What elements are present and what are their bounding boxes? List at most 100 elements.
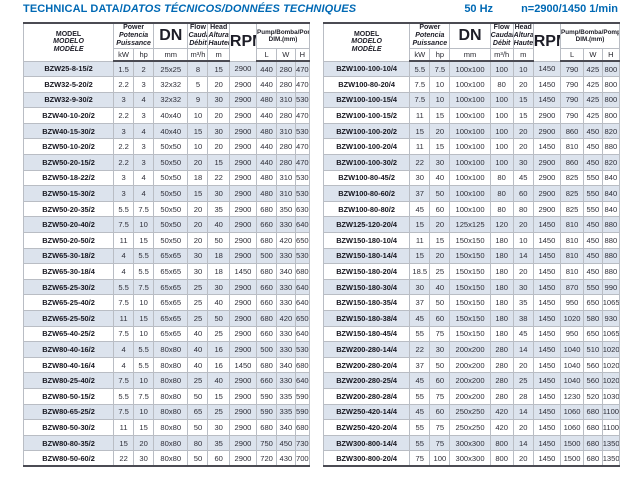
- value-cell: 32x32: [153, 76, 189, 93]
- value-cell: 40: [187, 356, 209, 374]
- model-cell: BZW150-180-45/4: [322, 325, 411, 343]
- value-cell: 440: [256, 60, 278, 78]
- value-cell: 60: [207, 450, 230, 467]
- value-cell: 65x65: [153, 278, 189, 296]
- value-cell: 1060: [560, 419, 585, 436]
- value-cell: 500: [256, 341, 278, 358]
- table-row: BZW100-80-80/2 45 60 100x100 80 80 2900 825 550 8…: [322, 200, 621, 218]
- value-cell: 825: [560, 169, 585, 187]
- value-cell: 825: [560, 200, 585, 218]
- value-cell: 10: [133, 294, 155, 311]
- value-cell: 11: [113, 310, 135, 327]
- value-cell: 11: [113, 232, 135, 249]
- value-cell: 640: [294, 278, 311, 296]
- model-cell: BZW40-10-20/2: [22, 107, 115, 124]
- value-cell: 50: [429, 356, 451, 374]
- value-cell: 3: [113, 91, 135, 109]
- value-cell: 1040: [560, 341, 585, 358]
- value-cell: 30: [207, 122, 230, 140]
- value-cell: 280: [489, 341, 514, 358]
- table-row: BZW50-20-35/2 5.5 7.5 50x50 20 35 2900 680 350 63…: [22, 200, 311, 218]
- model-cell: BZW300-800-14/4: [322, 434, 411, 452]
- value-cell: 425: [583, 91, 603, 109]
- value-cell: 640: [294, 294, 311, 311]
- value-cell: 550: [583, 200, 603, 218]
- value-cell: 45: [409, 200, 431, 218]
- table-body-left: BZW25-8-15/2 1.5 2 25x25 8 15 2900 440 280 470 BZW…: [22, 60, 311, 467]
- unit-h: H: [601, 47, 621, 62]
- table-row: BZW100-80-60/2 37 50 100x100 80 60 2900 825 550 8…: [322, 185, 621, 202]
- model-cell: BZW100-100-10/4: [322, 60, 411, 78]
- value-cell: 20: [429, 247, 451, 265]
- unit-kw: kW: [113, 47, 135, 62]
- table-row: BZW80-50-60/2 22 30 80x80 50 60 2900 720 430 700: [22, 450, 311, 467]
- value-cell: 3: [133, 138, 155, 156]
- value-cell: 1350: [601, 450, 621, 467]
- value-cell: 470: [294, 154, 311, 171]
- value-cell: 450: [583, 247, 603, 265]
- value-cell: 1450: [532, 450, 562, 467]
- value-cell: 25: [187, 278, 209, 296]
- col-header-flow: Flow Caudal Débit: [489, 22, 514, 49]
- value-cell: 510: [583, 341, 603, 358]
- value-cell: 4: [113, 356, 135, 374]
- value-cell: 15: [207, 387, 230, 405]
- value-cell: 450: [583, 138, 603, 156]
- value-cell: 8: [187, 60, 209, 78]
- value-cell: 20: [187, 216, 209, 234]
- value-cell: 20: [207, 76, 230, 93]
- value-cell: 50x50: [153, 232, 189, 249]
- value-cell: 100: [489, 91, 514, 109]
- value-cell: 65: [187, 403, 209, 421]
- value-cell: 5.5: [133, 356, 155, 374]
- value-cell: 680: [294, 263, 311, 280]
- value-cell: 2900: [228, 434, 258, 452]
- value-cell: 1100: [601, 419, 621, 436]
- value-cell: 18: [207, 247, 230, 265]
- value-cell: 2900: [532, 169, 562, 187]
- value-cell: 75: [429, 325, 451, 343]
- table-row: BZW100-100-20/4 11 15 100x100 100 20 1450 810 45…: [322, 138, 621, 156]
- model-cell: BZW50-20-15/2: [22, 154, 115, 171]
- value-cell: 30: [512, 154, 534, 171]
- model-cell: BZW80-50-30/2: [22, 419, 115, 436]
- value-cell: 30: [207, 419, 230, 436]
- value-cell: 30: [409, 169, 431, 187]
- value-cell: 20: [207, 107, 230, 124]
- model-cell: BZW150-180-38/4: [322, 310, 411, 327]
- unit-hp: hp: [429, 47, 451, 62]
- value-cell: 7.5: [133, 200, 155, 218]
- value-cell: 2900: [228, 450, 258, 467]
- value-cell: 20: [207, 138, 230, 156]
- model-cell: BZW32-5-20/2: [22, 76, 115, 93]
- value-cell: 100x100: [449, 122, 491, 140]
- table-row: BZW40-15-30/2 3 4 40x40 15 30 2900 480 310 530: [22, 122, 311, 140]
- value-cell: 10: [133, 372, 155, 389]
- model-cell: BZW65-40-25/2: [22, 325, 115, 343]
- value-cell: 100: [489, 60, 514, 78]
- model-cell: BZW300-800-20/4: [322, 450, 411, 467]
- value-cell: 1450: [532, 372, 562, 389]
- value-cell: 2900: [532, 107, 562, 124]
- value-cell: 180: [489, 278, 514, 296]
- value-cell: 40: [207, 294, 230, 311]
- value-cell: 1450: [532, 403, 562, 421]
- model-cell: BZW65-25-40/2: [22, 294, 115, 311]
- value-cell: 335: [276, 387, 296, 405]
- value-cell: 15: [409, 122, 431, 140]
- model-cell: BZW65-30-18/2: [22, 247, 115, 265]
- value-cell: 25: [207, 403, 230, 421]
- model-cell: BZW200-280-20/4: [322, 356, 411, 374]
- value-cell: 840: [601, 169, 621, 187]
- value-cell: 20: [133, 434, 155, 452]
- value-cell: 75: [429, 419, 451, 436]
- value-cell: 45: [409, 372, 431, 389]
- value-cell: 7.5: [409, 76, 431, 93]
- model-cell: BZW25-8-15/2: [22, 60, 115, 78]
- value-cell: 1450: [532, 356, 562, 374]
- value-cell: 660: [256, 278, 278, 296]
- value-cell: 330: [276, 216, 296, 234]
- value-cell: 11: [409, 138, 431, 156]
- model-cell: BZW100-100-15/2: [322, 107, 411, 124]
- model-cell: BZW80-50-60/2: [22, 450, 115, 467]
